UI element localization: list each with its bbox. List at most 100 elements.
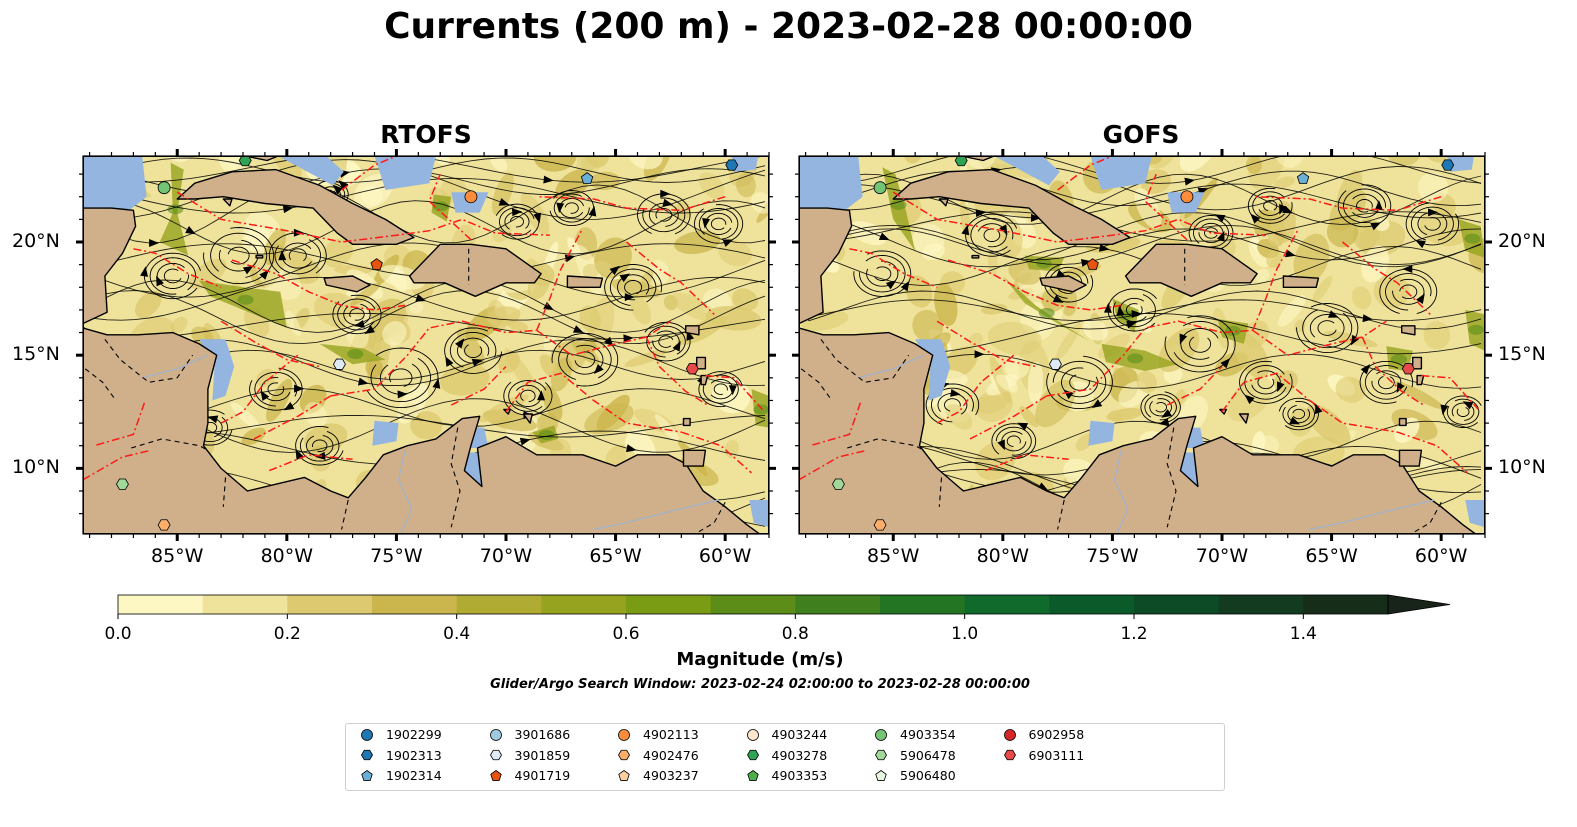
axes-frame xyxy=(798,155,1486,535)
flow-arrow xyxy=(260,390,270,401)
colorbar-tick-label: 1.2 xyxy=(1120,624,1148,644)
rivers xyxy=(142,354,719,534)
flow-arrow xyxy=(1402,265,1413,273)
colorbar-bin xyxy=(202,595,288,614)
flow-arrow xyxy=(624,293,635,302)
flow-arrow xyxy=(1360,364,1371,375)
legend-label: 5906478 xyxy=(900,747,956,763)
flow-arrow xyxy=(1116,305,1125,316)
flow-arrow xyxy=(1103,302,1112,313)
flow-arrow xyxy=(1374,200,1383,211)
map-panel-rtofs[interactable] xyxy=(83,156,769,534)
float-marker-4903278 xyxy=(238,156,252,167)
legend-marker-hexagon xyxy=(1003,749,1016,761)
country-borders xyxy=(84,248,726,533)
lat-tick-label-right: 15°N xyxy=(1498,343,1546,366)
float-legend: 1902299 1902313 1902314 3901686 3901859 49017… xyxy=(345,723,1225,791)
flow-arrow xyxy=(537,390,546,401)
map-panel-gofs[interactable] xyxy=(799,156,1485,534)
flow-arrow xyxy=(1179,333,1188,345)
colorbar-tick-label: 0.4 xyxy=(443,624,471,644)
flow-arrow xyxy=(332,184,343,195)
flow-arrow xyxy=(445,356,454,367)
lon-tick-label-right: 80°W xyxy=(976,545,1030,567)
flow-arrow xyxy=(1416,293,1425,305)
legend-label: 3901686 xyxy=(514,727,571,742)
colorbar-tick-label: 0.8 xyxy=(781,624,809,644)
axis-ticks xyxy=(792,149,1492,541)
legend-label: 3901859 xyxy=(514,747,571,763)
legend-entry-3901859: 3901859 xyxy=(489,747,571,763)
colorbar-bin xyxy=(795,595,881,614)
legend-label: 6902958 xyxy=(1028,727,1085,742)
legend-entry-1902299: 1902299 xyxy=(360,727,442,742)
flow-arrow xyxy=(878,232,890,241)
legend-entry-3901686: 3901686 xyxy=(489,727,571,742)
eez-boundaries xyxy=(799,156,1479,481)
legend-entry-6902958: 6902958 xyxy=(1003,727,1085,742)
legend-label: 4902476 xyxy=(643,747,699,763)
flow-arrow xyxy=(1244,394,1255,405)
flow-arrow xyxy=(415,294,427,302)
search-window-note: Glider/Argo Search Window: 2023-02-24 02… xyxy=(490,677,1030,692)
flow-arrow xyxy=(1184,177,1195,186)
flow-arrow xyxy=(471,358,483,367)
flow-arrow xyxy=(1126,320,1137,329)
flow-arrow xyxy=(1440,404,1449,416)
legend-marker-hexagon xyxy=(361,749,373,761)
flow-arrow xyxy=(625,444,637,453)
float-markers xyxy=(115,156,739,531)
colorbar-tick-label: 0.2 xyxy=(273,624,301,644)
flow-arrow xyxy=(556,202,565,213)
colorbar-label: Magnitude (m/s) xyxy=(676,649,844,670)
float-marker-1902314 xyxy=(1296,172,1310,184)
flow-arrow xyxy=(1052,294,1064,303)
flow-arrow xyxy=(593,364,604,375)
flow-arrow xyxy=(999,224,1008,236)
flow-arrow xyxy=(1279,204,1287,215)
flow-arrow xyxy=(728,385,737,396)
colorbar-bin xyxy=(1218,595,1304,614)
legend-entry-6903111: 6903111 xyxy=(1003,748,1084,763)
flow-arrow xyxy=(140,266,149,277)
panel-title-rtofs: RTOFS xyxy=(380,120,472,149)
flow-arrow xyxy=(572,325,584,333)
flow-arrow xyxy=(1289,416,1301,425)
flow-arrow xyxy=(975,209,986,218)
colorbar-bin xyxy=(456,595,542,614)
flow-arrow xyxy=(1131,310,1142,319)
flow-arrow xyxy=(1161,409,1172,418)
legend-marker-hexagon xyxy=(489,749,502,761)
float-marker-1902313 xyxy=(725,159,739,171)
colorbar-tick-label: 0.6 xyxy=(612,624,640,644)
flow-arrow xyxy=(950,389,961,397)
legend-marker-hexagon xyxy=(746,749,759,761)
flow-arrow xyxy=(156,275,164,287)
legend-label: 4901719 xyxy=(514,768,571,783)
lat-tick-label-left: 15°N xyxy=(12,343,60,366)
flow-arrow xyxy=(1370,222,1382,231)
colorbar-bin xyxy=(710,595,796,614)
flow-arrow xyxy=(283,401,295,411)
lon-tick-label-right: 85°W xyxy=(867,545,920,567)
float-marker-4903278 xyxy=(954,156,968,167)
lon-tick-label-left: 65°W xyxy=(589,545,642,567)
rivers xyxy=(858,354,1435,534)
float-marker-4903354 xyxy=(873,181,887,195)
legend-label: 1902299 xyxy=(386,727,442,742)
float-marker-4902113 xyxy=(464,190,478,204)
flow-arrow xyxy=(1285,249,1296,258)
legend-entry-5906480: 5906480 xyxy=(874,768,956,783)
legend-entry-1902313: 1902313 xyxy=(360,748,442,763)
flow-arrow xyxy=(1250,213,1261,224)
colorbar-bin xyxy=(118,595,204,614)
flow-arrow xyxy=(1314,403,1323,415)
legend-marker-pentagon xyxy=(361,769,373,781)
legend-label: 5906480 xyxy=(900,768,956,783)
legend-marker-circle xyxy=(746,728,759,741)
legend-marker-hexagon xyxy=(618,749,630,761)
panel-title-gofs: GOFS xyxy=(1102,120,1180,149)
flow-arrow xyxy=(672,340,681,352)
flow-arrow xyxy=(543,301,554,311)
legend-marker-pentagon xyxy=(489,769,502,781)
